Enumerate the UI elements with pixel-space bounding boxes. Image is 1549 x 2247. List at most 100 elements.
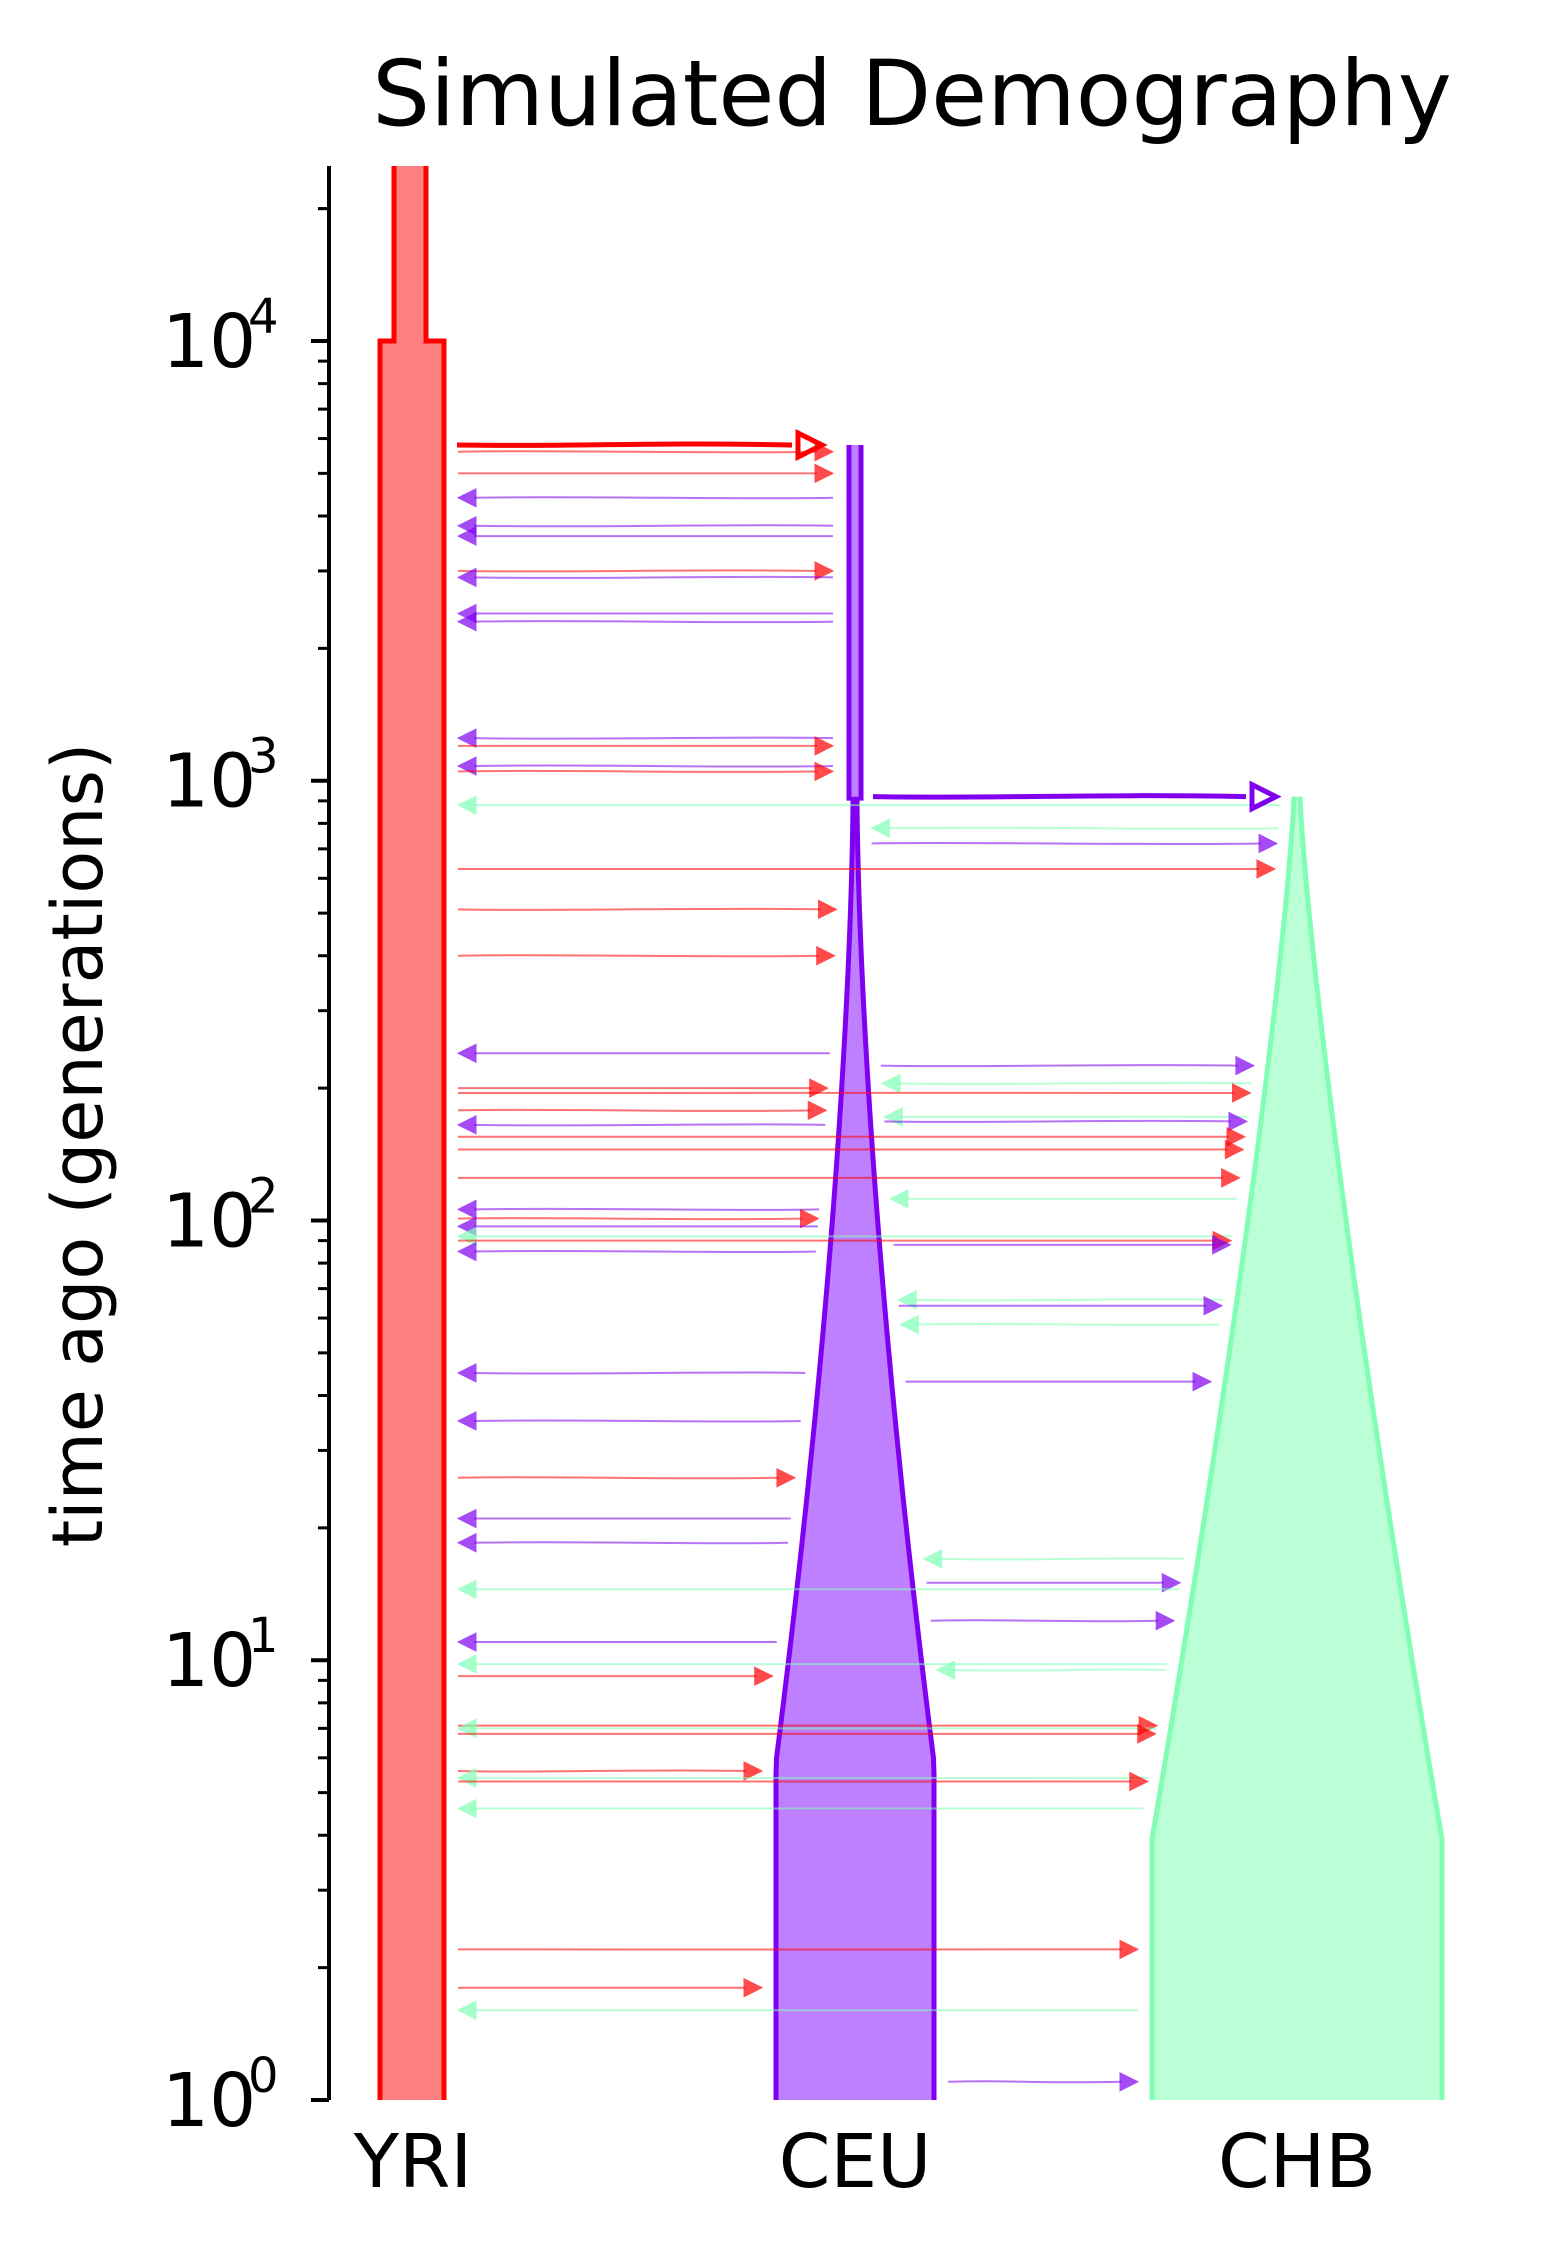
y-tick-label: 101 — [162, 1608, 279, 1704]
migration-arrowhead — [814, 561, 835, 581]
y-axis-label: time ago (generations) — [37, 743, 119, 1548]
split-arrows — [456, 428, 1282, 813]
migration-arrowhead — [743, 1761, 764, 1781]
migration-arrowhead — [456, 1241, 477, 1262]
migration-line — [457, 1724, 1142, 1728]
split-arrow-line-0 — [456, 441, 793, 449]
population-label-ceu: CEU — [779, 2119, 932, 2205]
migration-line — [457, 1947, 1123, 1951]
migration-arrowhead — [1119, 2071, 1140, 2092]
population-shapes — [377, 166, 1445, 2100]
migration-arrowhead — [456, 1363, 477, 1383]
migration-arrowhead — [1155, 1610, 1176, 1631]
migration-line — [473, 620, 834, 624]
y-tick-label: 100 — [162, 2048, 279, 2144]
population-yri-right-edge — [423, 166, 447, 2100]
y-tick-label-exponent: 2 — [248, 1168, 279, 1224]
migration-arrowhead — [1137, 1724, 1157, 1744]
migration-arrowhead — [456, 526, 477, 546]
migration-line — [914, 1298, 1223, 1302]
migration-arrowhead — [1119, 1939, 1140, 1960]
migration-arrowhead — [807, 1100, 828, 1121]
migration-arrowhead — [1228, 1111, 1249, 1132]
migration-line — [871, 841, 1262, 846]
migration-line — [952, 1668, 1167, 1672]
migration-line — [457, 1091, 1235, 1095]
migration-arrowhead — [1226, 1126, 1247, 1147]
migration-line — [457, 1217, 803, 1221]
split-arrow-line-1 — [872, 793, 1247, 800]
migration-arrowhead — [456, 1411, 477, 1431]
migration-line — [916, 1322, 1220, 1327]
population-ceu-fill — [776, 796, 934, 2100]
y-tick-label-exponent: 0 — [248, 2048, 279, 2104]
migration-line — [457, 907, 821, 911]
split-arrow-head-1 — [1249, 780, 1282, 813]
migration-line — [887, 826, 1279, 830]
migration-arrowhead — [456, 728, 477, 748]
migration-arrowhead — [1221, 1168, 1241, 1188]
migration-arrowhead — [1161, 1573, 1182, 1593]
y-tick-label-base: 10 — [162, 1178, 256, 1264]
y-tick-label-base: 10 — [162, 1618, 256, 1704]
migration-arrowhead — [814, 463, 835, 484]
migration-arrowhead — [1192, 1371, 1213, 1392]
y-tick-label-exponent: 4 — [248, 289, 279, 345]
migration-arrowhead — [888, 1189, 909, 1209]
population-chb-left-edge — [1149, 796, 1297, 2100]
population-ceu-right-edge — [854, 796, 937, 2100]
migration-line — [898, 1081, 1252, 1085]
migration-arrowhead — [880, 1073, 901, 1094]
migration-arrowhead — [814, 736, 835, 756]
migration-line — [473, 764, 834, 768]
migration-line — [473, 736, 834, 740]
y-tick-label-base: 10 — [162, 2058, 256, 2144]
y-tick-label-base: 10 — [162, 299, 256, 385]
migration-arrowhead — [870, 818, 890, 839]
migration-arrowhead — [456, 1718, 477, 1739]
migration-arrowhead — [1232, 1083, 1252, 1103]
migration-arrowhead — [922, 1549, 943, 1569]
migration-arrowhead — [456, 567, 477, 588]
migration-arrowhead — [456, 2000, 477, 2021]
y-tick-label: 102 — [162, 1168, 279, 1264]
y-tick-label-exponent: 3 — [248, 729, 279, 785]
migration-arrowhead — [816, 945, 836, 966]
migration-line — [457, 450, 818, 454]
migration-arrowhead — [776, 1467, 797, 1488]
migration-line — [884, 1119, 1231, 1123]
population-yri-left-edge — [377, 166, 397, 2100]
migration-arrowhead — [456, 1579, 477, 1600]
migration-line — [457, 1108, 811, 1112]
migration-arrowhead — [809, 1078, 829, 1098]
migration-arrowhead — [754, 1666, 774, 1686]
migration-line — [473, 496, 834, 500]
migration-arrowhead — [1224, 1139, 1245, 1160]
y-tick-label: 104 — [162, 289, 279, 385]
migration-line — [457, 1769, 747, 1773]
migration-line — [473, 1541, 789, 1545]
population-yri-fill — [380, 166, 444, 2100]
migration-arrowhead — [456, 795, 477, 815]
y-tick-label: 103 — [162, 729, 279, 825]
migration-arrows — [456, 441, 1280, 2092]
migration-line — [473, 1726, 1157, 1730]
migration-arrowhead — [456, 1115, 477, 1135]
migration-arrowhead — [456, 1508, 477, 1529]
migration-line — [473, 1419, 801, 1423]
migration-line — [930, 1619, 1159, 1623]
migration-line — [473, 1207, 820, 1211]
migration-line — [473, 1234, 1232, 1238]
migration-arrowhead — [814, 761, 835, 782]
migration-line — [947, 2080, 1123, 2084]
migration-arrowhead — [456, 611, 477, 632]
migration-arrowhead — [456, 487, 477, 508]
migration-arrowhead — [456, 1199, 477, 1220]
migration-arrowhead — [1212, 1235, 1232, 1255]
split-arrow-head-0 — [795, 428, 828, 462]
migration-line — [473, 1806, 1144, 1811]
migration-line — [473, 1123, 826, 1127]
migration-arrowhead — [456, 1654, 477, 1674]
chart-title: Simulated Demography — [372, 42, 1451, 147]
